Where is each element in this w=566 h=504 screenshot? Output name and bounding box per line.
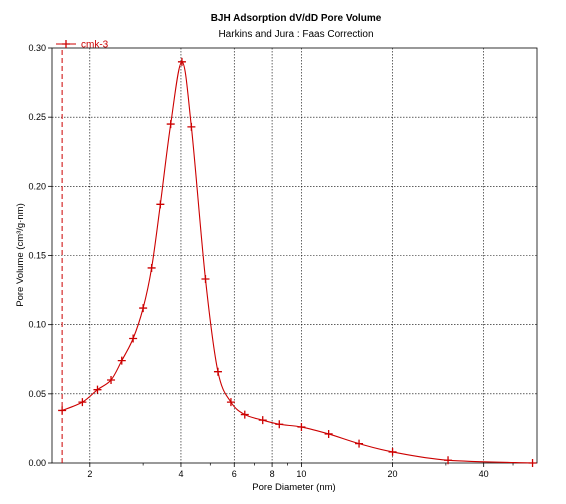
x-tick-label: 8 (270, 469, 275, 479)
data-point (444, 456, 453, 465)
data-point (355, 439, 364, 448)
data-point (240, 410, 249, 419)
grid-layer (52, 48, 537, 463)
y-tick-label: 0.00 (28, 458, 46, 468)
legend: cmk-3 (56, 40, 109, 51)
x-tick-label: 10 (296, 469, 306, 479)
x-tick-label: 2 (87, 469, 92, 479)
data-point (213, 367, 222, 376)
axes-layer: 0.00 0.05 0.10 0.15 0.20 0.25 0.30 2 4 6 8 10 20 40 (28, 43, 514, 479)
y-tick-label: 0.25 (28, 112, 46, 122)
x-tick-label: 40 (479, 469, 489, 479)
y-tick-label: 0.05 (28, 389, 46, 399)
data-point (117, 356, 126, 365)
data-point (258, 416, 267, 425)
x-tick-label: 6 (232, 469, 237, 479)
legend-marker (62, 40, 70, 48)
y-axis-label: Pore Volume (cm³/g·nm) (15, 203, 26, 306)
data-point (166, 120, 175, 129)
data-point (528, 459, 537, 467)
x-axis-label: Pore Diameter (nm) (252, 482, 335, 493)
data-point (324, 429, 333, 438)
legend-label: cmk-3 (81, 40, 109, 51)
data-point (187, 122, 196, 131)
data-point (147, 263, 156, 272)
data-point (177, 57, 186, 66)
data-point (156, 200, 165, 209)
data-point (78, 398, 87, 407)
data-point (388, 447, 397, 456)
data-point (297, 423, 306, 432)
y-tick-label: 0.10 (28, 320, 46, 330)
data-point (129, 334, 138, 343)
data-point (58, 406, 67, 415)
x-tick-label: 4 (178, 469, 183, 479)
data-point (226, 398, 235, 407)
y-tick-label: 0.20 (28, 181, 46, 191)
y-tick-label: 0.15 (28, 251, 46, 261)
data-point (139, 304, 148, 313)
data-point (275, 420, 284, 429)
y-tick-label: 0.30 (28, 43, 46, 53)
series-layer (58, 50, 537, 467)
data-point (93, 385, 102, 394)
chart-subtitle: Harkins and Jura : Faas Correction (218, 29, 373, 40)
chart-title: BJH Adsorption dV/dD Pore Volume (211, 13, 382, 24)
data-point (201, 275, 210, 284)
data-point (107, 376, 116, 384)
x-tick-label: 20 (388, 469, 398, 479)
